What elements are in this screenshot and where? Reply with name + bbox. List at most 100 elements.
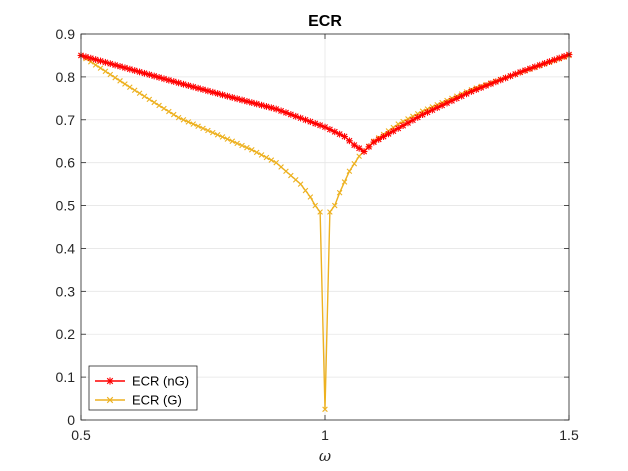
x-tick-label: 0.5: [71, 427, 91, 443]
data-point: [82, 53, 90, 61]
data-point: [336, 130, 344, 138]
y-tick-label: 0.1: [56, 369, 76, 385]
data-point: [268, 157, 275, 163]
data-point: [238, 96, 246, 104]
data-point: [156, 102, 162, 109]
data-point: [126, 65, 134, 73]
legend-marker: [106, 396, 114, 404]
data-point: [151, 99, 157, 106]
data-point: [175, 79, 182, 87]
data-point: [136, 68, 143, 76]
data-point: [317, 209, 323, 215]
data-point: [336, 189, 343, 196]
data-point: [175, 114, 182, 121]
data-point: [555, 54, 563, 62]
data-point: [116, 63, 124, 70]
data-point: [185, 119, 192, 125]
data-point: [346, 168, 353, 175]
data-point: [117, 78, 123, 84]
y-tick-label: 0.2: [56, 326, 76, 342]
x-tick-label: 1: [321, 427, 329, 443]
data-point: [209, 129, 216, 136]
y-tick-label: 0: [67, 412, 75, 428]
data-point: [228, 94, 236, 101]
data-point: [302, 187, 309, 194]
data-point: [127, 84, 133, 90]
data-point: [160, 75, 168, 83]
data-point: [141, 69, 148, 77]
data-point: [170, 111, 177, 118]
data-point: [399, 122, 407, 129]
data-point: [146, 96, 153, 103]
legend-label: ECR (G): [132, 393, 182, 408]
data-point: [258, 152, 265, 158]
x-tick-label: 1.5: [559, 427, 579, 443]
data-point: [214, 131, 221, 138]
data-point: [92, 56, 100, 63]
data-point: [87, 54, 95, 62]
data-point: [414, 113, 422, 121]
data-point: [190, 121, 197, 127]
data-point: [170, 78, 178, 85]
data-point: [165, 76, 173, 84]
data-point: [351, 160, 358, 167]
data-point: [150, 72, 158, 80]
data-point: [360, 148, 368, 155]
data-point: [195, 123, 201, 130]
data-point: [107, 71, 114, 78]
data-point: [229, 138, 236, 145]
data-point: [131, 87, 138, 94]
data-point: [106, 60, 114, 68]
data-point: [394, 124, 402, 132]
data-point: [199, 86, 207, 93]
data-point: [141, 93, 148, 100]
legend-marker: [106, 377, 114, 385]
data-point: [263, 103, 270, 110]
data-point: [111, 61, 119, 69]
data-point: [370, 138, 378, 146]
data-point: [404, 119, 412, 127]
data-point: [385, 130, 392, 138]
data-point: [161, 105, 167, 112]
data-point: [214, 90, 222, 97]
data-point: [239, 142, 245, 149]
data-point: [234, 140, 240, 147]
data-point: [102, 58, 109, 66]
data-point: [453, 95, 461, 102]
tick-layer: 0 0.1 0.2 0.3 0.4 0.5 0.6 0.7 0.8 0.9 0.5 1 1.5: [56, 26, 579, 443]
data-point: [233, 95, 241, 103]
data-point: [288, 172, 294, 179]
chart-title: ECR: [308, 13, 342, 30]
data-point: [224, 136, 231, 142]
data-point: [136, 90, 143, 97]
legend-label: ECR (nG): [132, 374, 189, 389]
data-point: [180, 116, 187, 123]
data-point: [341, 133, 348, 140]
data-point: [292, 177, 299, 183]
data-point: [356, 153, 362, 160]
data-point: [331, 202, 338, 209]
data-point: [267, 104, 275, 112]
data-point: [497, 76, 505, 84]
data-point: [263, 154, 270, 161]
data-point: [283, 168, 289, 175]
data-point: [121, 64, 129, 72]
data-point: [205, 127, 211, 134]
data-point: [92, 62, 99, 68]
data-point: [224, 92, 231, 100]
data-point: [209, 88, 217, 96]
data-point: [322, 406, 328, 413]
data-point: [327, 209, 333, 215]
data-point: [155, 74, 163, 81]
data-point: [253, 100, 261, 108]
data-point: [243, 97, 251, 105]
y-tick-label: 0.5: [56, 198, 76, 214]
data-point: [189, 83, 197, 91]
data-point: [122, 81, 128, 87]
data-point: [249, 147, 255, 153]
data-point: [131, 67, 139, 74]
legend-box: [88, 365, 198, 411]
legend-item: ECR (nG): [95, 374, 189, 389]
data-point: [258, 101, 265, 109]
